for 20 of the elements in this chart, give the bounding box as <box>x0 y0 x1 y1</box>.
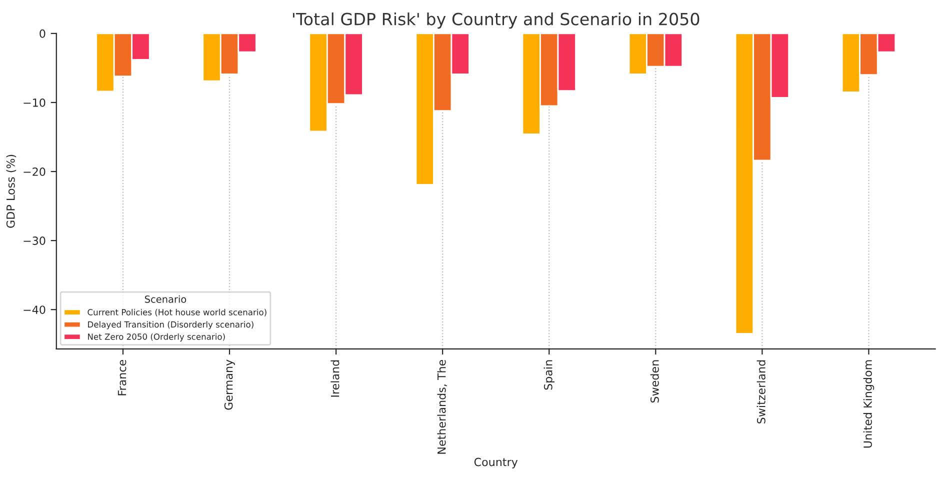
x-tick-label: Ireland <box>330 360 340 397</box>
legend-title: Scenario <box>144 295 186 303</box>
x-tick-label: Switzerland <box>756 360 766 424</box>
x-tick-label: Germany <box>224 360 235 410</box>
x-tick-label: United Kingdom <box>863 360 874 448</box>
x-tick-label: Spain <box>544 360 554 390</box>
y-tick-label: −40 <box>24 306 46 314</box>
chart-title: 'Total GDP Risk' by Country and Scenario in 2050 <box>293 12 700 29</box>
legend-label: Current Policies (Hot house world scenario) <box>88 308 266 316</box>
x-tick-label: Sweden <box>650 360 659 403</box>
x-tick-label: Netherlands, The <box>437 360 447 454</box>
y-tick-label: 0 <box>40 29 46 38</box>
y-tick-label: −20 <box>24 168 46 176</box>
y-tick-label: −10 <box>24 98 46 107</box>
x-tick-label: France <box>118 360 126 396</box>
y-axis-title: GDP Loss (%) <box>6 154 16 228</box>
y-tick-label: −30 <box>24 236 46 245</box>
legend-label: Net Zero 2050 (Orderly scenario) <box>88 333 225 342</box>
legend-label: Delayed Transition (Disorderly scenario) <box>88 321 254 330</box>
x-axis-title: Country <box>474 458 518 468</box>
